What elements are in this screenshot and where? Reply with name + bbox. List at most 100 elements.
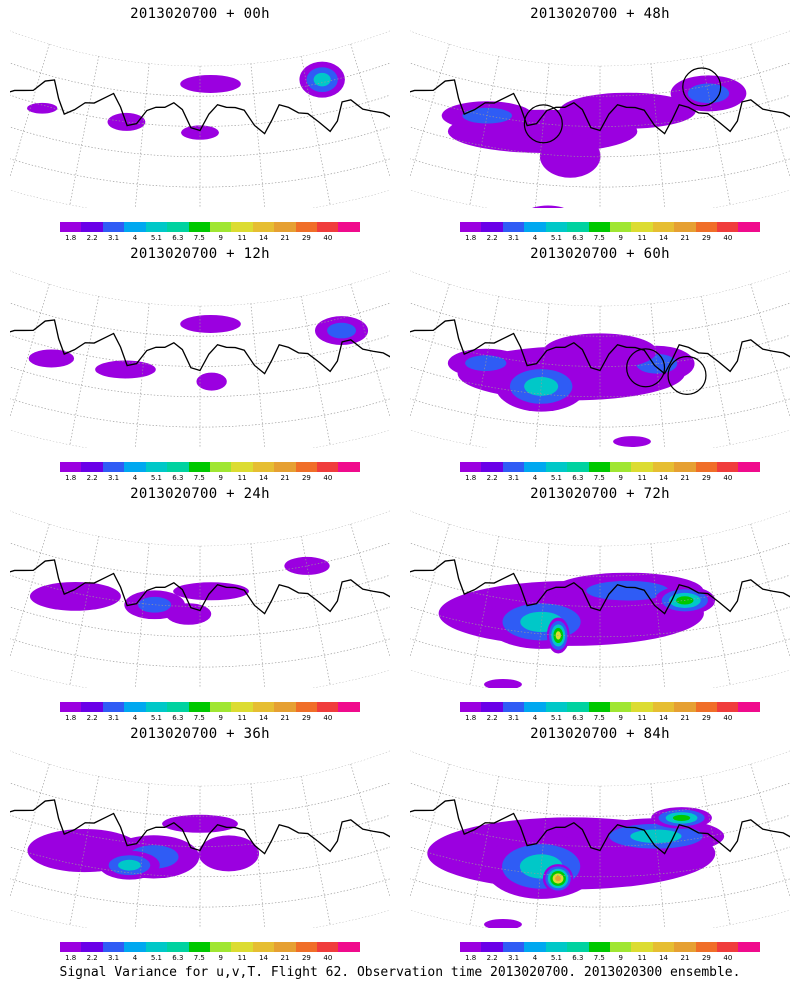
colorbar-swatch bbox=[231, 222, 253, 232]
longitude-line bbox=[134, 303, 150, 448]
variance-contour bbox=[138, 596, 172, 613]
colorbar-tick-label: 1.8 bbox=[465, 954, 477, 962]
colorbar-swatch bbox=[588, 702, 610, 712]
colorbar-tick-label: 7.5 bbox=[593, 954, 605, 962]
colorbar bbox=[60, 222, 360, 232]
colorbar-swatch bbox=[588, 942, 610, 952]
colorbar-ticks: 1.8 2.2 3.1 4 5.1 6.3 7.5 9 11 14 21 29 40 bbox=[460, 954, 760, 964]
variance-region bbox=[95, 360, 156, 379]
colorbar-swatch bbox=[545, 702, 568, 712]
colorbar-swatch bbox=[317, 222, 339, 232]
colorbar-tick-label: 5.1 bbox=[150, 954, 162, 962]
colorbar-tick-label: 2.2 bbox=[86, 234, 98, 242]
colorbar-tick-label: 29 bbox=[301, 714, 311, 722]
colorbar-swatch bbox=[252, 702, 275, 712]
colorbar bbox=[60, 462, 360, 472]
colorbar-swatch bbox=[717, 462, 739, 472]
coastline bbox=[10, 297, 390, 375]
colorbar-tick-label: 40 bbox=[723, 954, 733, 962]
colorbar-swatch bbox=[295, 942, 318, 952]
colorbar-tick-label: 21 bbox=[280, 234, 290, 242]
colorbar-tick-label: 40 bbox=[723, 474, 733, 482]
latitude-line bbox=[410, 508, 790, 547]
colorbar-tick-label: 9 bbox=[218, 954, 223, 962]
polar-map bbox=[10, 508, 390, 688]
colorbar-tick-label: 14 bbox=[659, 474, 669, 482]
colorbar-swatch bbox=[717, 222, 739, 232]
colorbar-swatch bbox=[524, 942, 546, 952]
colorbar-swatch bbox=[81, 462, 103, 472]
colorbar-tick-label: 29 bbox=[701, 714, 711, 722]
longitude-line bbox=[750, 763, 790, 910]
colorbar-swatch bbox=[274, 222, 296, 232]
colorbar-swatch bbox=[588, 222, 610, 232]
longitude-line bbox=[700, 776, 731, 926]
longitude-line bbox=[250, 303, 266, 448]
colorbar-swatch bbox=[631, 222, 653, 232]
panel-title: 2013020700 + 00h bbox=[130, 6, 270, 22]
colorbar-tick-label: 14 bbox=[659, 714, 669, 722]
colorbar-swatch bbox=[145, 462, 168, 472]
colorbar-tick-label: 7.5 bbox=[193, 234, 205, 242]
colorbar-tick-label: 3.1 bbox=[107, 954, 120, 962]
latitude-line bbox=[10, 353, 390, 428]
colorbar-swatch bbox=[338, 702, 360, 712]
colorbar-swatch bbox=[609, 462, 632, 472]
colorbar-tick-label: 5.1 bbox=[150, 234, 162, 242]
coastline bbox=[410, 777, 790, 855]
panel-title: 2013020700 + 24h bbox=[130, 486, 270, 502]
longitude-line bbox=[69, 536, 100, 686]
longitude-line bbox=[750, 43, 790, 190]
colorbar-tick-label: 3.1 bbox=[507, 714, 520, 722]
longitude-line bbox=[469, 776, 500, 926]
colorbar-tick-label: 1.8 bbox=[65, 234, 77, 242]
polar-map bbox=[410, 28, 790, 208]
variance-region bbox=[28, 349, 75, 368]
longitude-line bbox=[134, 543, 150, 688]
colorbar-tick-label: 14 bbox=[259, 954, 269, 962]
longitude-line bbox=[410, 43, 450, 190]
colorbar-tick-label: 4 bbox=[132, 954, 138, 962]
colorbar-tick-label: 29 bbox=[701, 954, 711, 962]
colorbar-tick-label: 21 bbox=[680, 954, 690, 962]
variance-region bbox=[539, 134, 601, 178]
colorbar-tick-label: 6.3 bbox=[572, 234, 584, 242]
colorbar-tick-label: 3.1 bbox=[507, 234, 520, 242]
longitude-line bbox=[534, 303, 550, 448]
colorbar-swatch bbox=[209, 702, 232, 712]
coastline bbox=[10, 537, 390, 615]
colorbar-swatch bbox=[167, 942, 189, 952]
colorbar-tick-label: 4 bbox=[132, 474, 138, 482]
colorbar-swatch bbox=[274, 942, 296, 952]
colorbar-tick-label: 21 bbox=[680, 714, 690, 722]
colorbar-swatch bbox=[124, 702, 146, 712]
variance-region bbox=[196, 372, 227, 391]
colorbar-swatch bbox=[295, 702, 318, 712]
colorbar-swatch bbox=[502, 462, 525, 472]
longitude-line bbox=[134, 63, 150, 208]
colorbar-tick-label: 7.5 bbox=[593, 714, 605, 722]
variance-contour bbox=[118, 859, 141, 871]
colorbar-tick-label: 7.5 bbox=[193, 474, 205, 482]
colorbar-swatch bbox=[652, 942, 675, 952]
map-panel: 2013020700 + 72h 1.8 2.2 3.1 4 5.1 6.3 7.5 9 11 14… bbox=[400, 480, 800, 722]
longitude-line bbox=[350, 763, 390, 910]
colorbar-tick-label: 21 bbox=[280, 714, 290, 722]
latitude-line bbox=[10, 508, 390, 547]
variance-region bbox=[529, 205, 567, 208]
latitude-line bbox=[410, 748, 790, 787]
latitude-line bbox=[10, 140, 390, 208]
latitude-line bbox=[10, 748, 390, 787]
longitude-line bbox=[410, 283, 450, 430]
colorbar-swatch bbox=[674, 462, 696, 472]
colorbar-tick-label: 7.5 bbox=[193, 954, 205, 962]
colorbar-tick-label: 11 bbox=[637, 234, 647, 242]
colorbar-swatch bbox=[631, 462, 653, 472]
colorbar-ticks: 1.8 2.2 3.1 4 5.1 6.3 7.5 9 11 14 21 29 40 bbox=[460, 714, 760, 724]
variance-region bbox=[543, 333, 657, 370]
colorbar-swatch bbox=[81, 222, 103, 232]
colorbar-swatch bbox=[695, 222, 718, 232]
longitude-line bbox=[469, 296, 500, 446]
colorbar-swatch bbox=[652, 462, 675, 472]
colorbar-swatch bbox=[188, 222, 210, 232]
